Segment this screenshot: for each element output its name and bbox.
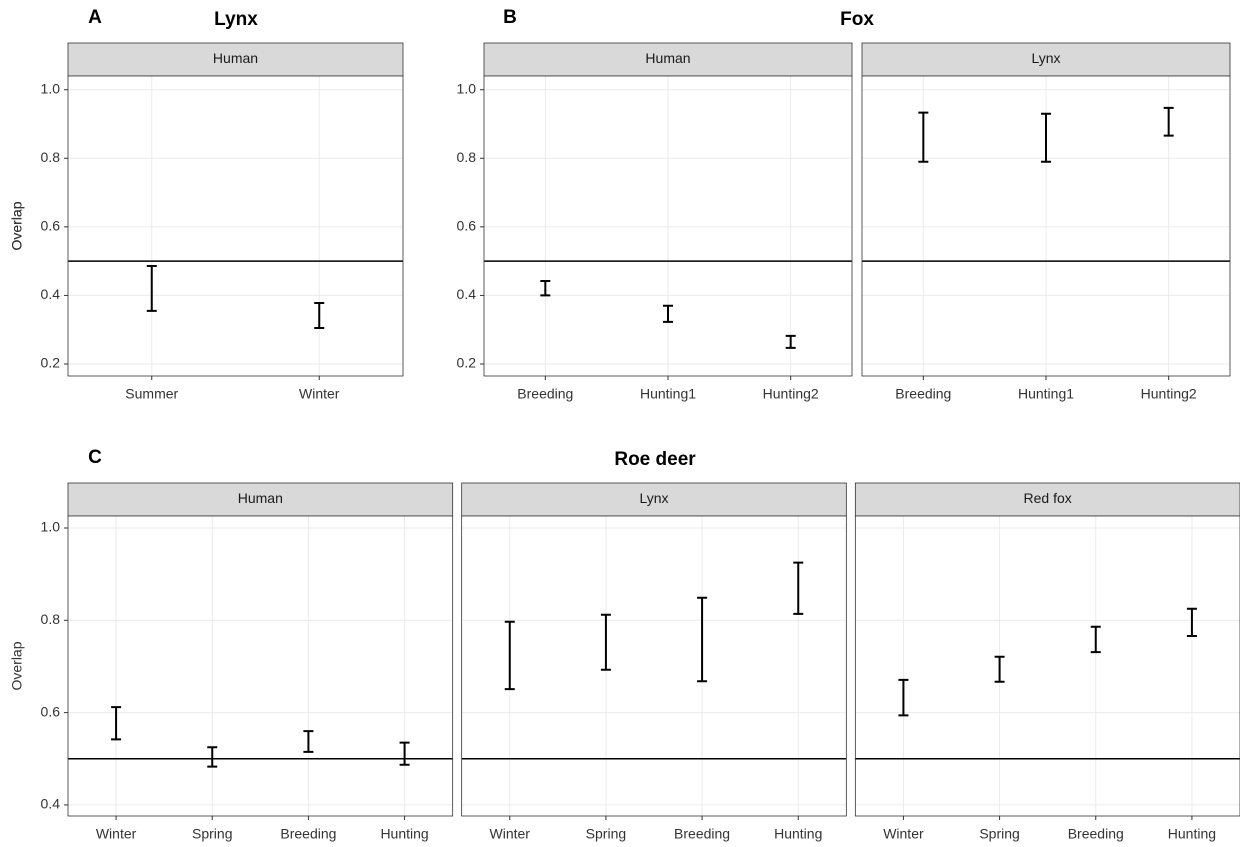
y-tick-label: 0.6: [41, 218, 61, 234]
error-bar: [1186, 607, 1197, 637]
x-tick-label: Hunting2: [763, 386, 819, 402]
strip: [67, 482, 454, 517]
strip: [861, 42, 1231, 77]
error-bar: [207, 746, 218, 768]
panel-label: A: [88, 7, 102, 28]
plot-bg: [68, 76, 403, 376]
x-tick-label: Hunting: [1168, 826, 1216, 842]
x-tick-label: Spring: [586, 826, 626, 842]
y-tick-label: 0.4: [457, 286, 477, 302]
error-bar: [663, 304, 673, 323]
strip: [67, 42, 404, 77]
x-tick-label: Summer: [125, 386, 178, 402]
x-tick-label: Spring: [979, 826, 1019, 842]
y-axis-label: Overlap: [9, 201, 25, 250]
y-tick-label: 0.8: [457, 149, 477, 165]
x-tick-label: Winter: [883, 826, 924, 842]
x-tick-label: Winter: [96, 826, 137, 842]
panel-border: [67, 75, 404, 377]
y-tick-label: 0.6: [457, 218, 477, 234]
x-tick-label: Breeding: [280, 826, 336, 842]
panel-border: [67, 515, 454, 817]
panel-label: B: [503, 7, 517, 28]
y-tick-label: 0.8: [41, 611, 61, 627]
y-axis-label: Overlap: [9, 201, 25, 250]
y-tick-label: 0.2: [41, 355, 61, 371]
error-bar: [600, 613, 611, 671]
error-bar: [793, 561, 804, 615]
strip-label: Human: [238, 490, 283, 506]
error-bar: [918, 111, 929, 163]
plot-bg: [855, 516, 1240, 816]
y-tick-label: 1.0: [457, 80, 477, 96]
group-title: Lynx: [214, 9, 258, 30]
x-tick-label: Hunting: [774, 826, 822, 842]
error-bar: [785, 334, 796, 349]
error-bar: [994, 655, 1005, 683]
x-tick-label: Hunting1: [1018, 386, 1074, 402]
error-bar: [303, 730, 314, 753]
x-tick-label: Hunting: [380, 826, 428, 842]
y-tick-label: 0.4: [41, 286, 61, 302]
x-tick-label: Hunting1: [640, 386, 696, 402]
strip-label: Human: [213, 50, 258, 66]
y-axis-label: Overlap: [9, 641, 25, 690]
panel-label: C: [88, 447, 102, 468]
error-bar: [1090, 625, 1101, 654]
strip-label: Lynx: [1031, 50, 1060, 66]
error-bar: [111, 706, 122, 741]
y-tick-label: 0.8: [41, 149, 61, 165]
strip-label: Human: [645, 50, 690, 66]
plot-bg: [68, 516, 453, 816]
error-bar: [504, 620, 515, 691]
x-tick-label: Winter: [299, 386, 340, 402]
error-bar: [697, 596, 708, 683]
x-tick-label: Breeding: [674, 826, 730, 842]
panel-border: [483, 75, 853, 377]
x-tick-label: Hunting2: [1141, 386, 1197, 402]
error-bar: [146, 264, 157, 312]
group-title: Fox: [840, 9, 874, 30]
error-bar: [314, 301, 325, 329]
y-tick-label: 0.6: [41, 703, 61, 719]
plot-bg: [461, 516, 847, 816]
error-bar: [1041, 112, 1051, 163]
x-tick-label: Breeding: [1068, 826, 1124, 842]
strip-label: Red fox: [1024, 490, 1072, 506]
y-tick-label: 1.0: [41, 80, 61, 96]
x-tick-label: Winter: [490, 826, 531, 842]
y-tick-label: 0.4: [41, 796, 61, 812]
y-tick-label: 1.0: [41, 519, 61, 535]
group-title: Roe deer: [614, 449, 696, 470]
panel-border: [461, 515, 847, 817]
y-tick-label: 0.2: [457, 355, 477, 371]
error-bar: [540, 280, 551, 297]
strip-label: Lynx: [639, 490, 668, 506]
error-bar: [399, 741, 410, 766]
x-tick-label: Spring: [192, 826, 232, 842]
panel-border: [861, 75, 1231, 377]
error-bar: [1163, 106, 1174, 137]
x-tick-label: Breeding: [517, 386, 573, 402]
error-bar: [898, 678, 909, 717]
x-tick-label: Breeding: [895, 386, 951, 402]
strip: [483, 42, 853, 77]
